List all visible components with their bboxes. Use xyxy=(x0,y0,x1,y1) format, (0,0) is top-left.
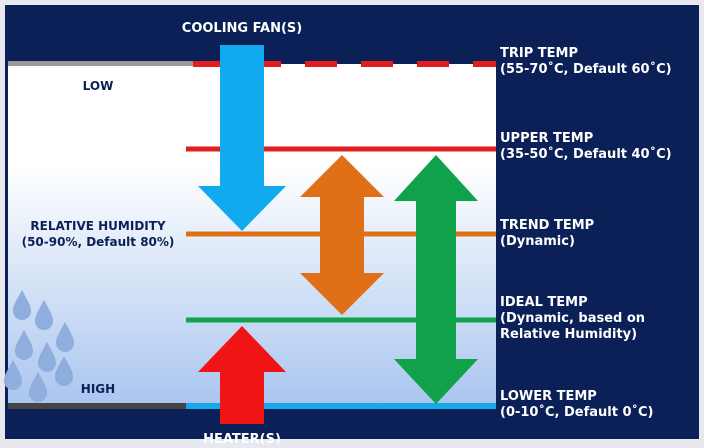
heater-label: HEATER(S) xyxy=(203,432,281,444)
trip-temp-title: TRIP TEMP xyxy=(500,46,578,61)
upper-temp-range: (35-50˚C, Default 40˚C) xyxy=(500,146,672,162)
low-label: LOW xyxy=(83,79,114,93)
trip-temp-range: (55-70˚C, Default 60˚C) xyxy=(500,61,672,77)
trend-temp-title: TREND TEMP xyxy=(500,218,594,233)
water-drops-icon xyxy=(4,290,74,402)
ideal-temp-range: (Dynamic, based on xyxy=(500,311,645,326)
orange-double-arrow xyxy=(300,155,384,315)
heater-arrow xyxy=(198,326,286,424)
ideal-temp-range: Relative Humidity) xyxy=(500,327,637,342)
high-label: HIGH xyxy=(81,382,115,396)
humidity-label: RELATIVE HUMIDITY xyxy=(30,219,166,233)
lower-temp-title: LOWER TEMP xyxy=(500,389,597,404)
cooling-fan-label: COOLING FAN(S) xyxy=(182,21,302,36)
trend-temp-range: (Dynamic) xyxy=(500,234,575,249)
level-labels: TRIP TEMP(55-70˚C, Default 60˚C) UPPER TE… xyxy=(500,46,672,420)
bottom-wall-bar xyxy=(8,403,186,409)
top-wall-bar xyxy=(8,61,193,66)
humidity-range-label: (50-90%, Default 80%) xyxy=(22,235,175,249)
upper-temp-title: UPPER TEMP xyxy=(500,131,593,146)
lower-temp-range: (0-10˚C, Default 0˚C) xyxy=(500,404,654,420)
ideal-temp-title: IDEAL TEMP xyxy=(500,295,588,310)
cooling-fan-arrow xyxy=(198,45,286,231)
green-double-arrow xyxy=(394,155,478,404)
